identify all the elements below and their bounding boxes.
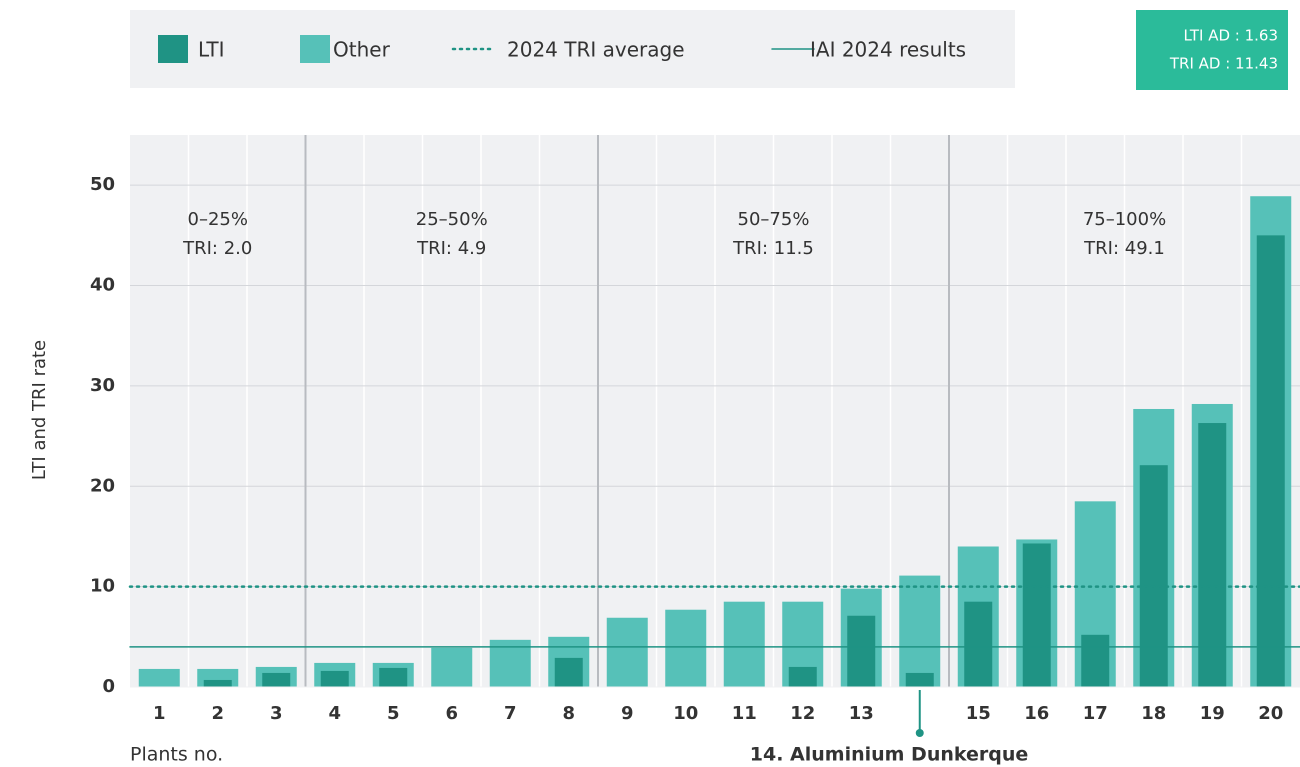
annotation-dot <box>915 729 924 737</box>
x-tick-label: 5 <box>387 703 400 724</box>
legend-swatch <box>158 35 188 63</box>
quartile-tri: TRI: 11.5 <box>732 238 814 259</box>
legend-label: IAI 2024 results <box>810 38 966 62</box>
legend-swatch <box>300 35 330 63</box>
bar-other <box>606 617 648 687</box>
x-tick-label: 4 <box>328 703 341 724</box>
y-axis-label: LTI and TRI rate <box>29 340 50 480</box>
bar-lti <box>320 670 349 687</box>
bar-other <box>723 601 765 687</box>
x-tick-label: 16 <box>1024 703 1049 724</box>
bar-lti <box>379 667 408 687</box>
x-tick-label: 15 <box>966 703 991 724</box>
bar-lti <box>554 657 583 687</box>
x-tick-label: 11 <box>732 703 757 724</box>
bar-other <box>665 609 707 687</box>
y-tick-label: 0 <box>102 676 115 697</box>
y-tick-label: 30 <box>90 375 115 396</box>
bar-other <box>138 668 180 687</box>
x-tick-label: 17 <box>1083 703 1108 724</box>
quartile-tri: TRI: 2.0 <box>182 238 252 259</box>
x-tick-label: 20 <box>1258 703 1283 724</box>
badge-text: TRI AD : 11.43 <box>1169 55 1278 73</box>
x-tick-label: 3 <box>270 703 283 724</box>
x-tick-label: 8 <box>562 703 575 724</box>
quartile-range: 0–25% <box>188 209 248 230</box>
legend-label: Other <box>333 38 391 62</box>
y-tick-label: 40 <box>90 275 115 296</box>
bar-other <box>431 647 473 687</box>
x-tick-label: 6 <box>445 703 458 724</box>
x-tick-label: 9 <box>621 703 634 724</box>
x-tick-label: 10 <box>673 703 698 724</box>
bar-other <box>899 575 941 687</box>
bar-lti <box>964 601 993 687</box>
x-axis-label: Plants no. <box>130 744 223 766</box>
legend-box <box>130 10 1015 88</box>
bar-lti <box>262 672 291 687</box>
quartile-tri: TRI: 4.9 <box>416 238 486 259</box>
y-tick-label: 50 <box>90 174 115 195</box>
bar-lti <box>1139 465 1168 687</box>
legend-label: 2024 TRI average <box>507 38 685 62</box>
x-tick-label: 19 <box>1200 703 1225 724</box>
bar-lti <box>905 672 934 687</box>
quartile-range: 25–50% <box>416 209 488 230</box>
bar-lti <box>788 666 817 687</box>
x-tick-label: 2 <box>211 703 224 724</box>
bar-lti <box>203 679 232 687</box>
badge-text: LTI AD : 1.63 <box>1184 27 1278 45</box>
x-tick-label: 18 <box>1141 703 1166 724</box>
bar-lti <box>1198 423 1227 687</box>
y-tick-label: 20 <box>90 475 115 496</box>
bar-lti <box>1256 235 1285 687</box>
y-tick-label: 10 <box>90 576 115 597</box>
x-tick-label: 12 <box>790 703 815 724</box>
badge <box>1136 10 1288 90</box>
quartile-range: 50–75% <box>738 209 810 230</box>
quartile-range: 75–100% <box>1083 209 1166 230</box>
x-tick-label: 1 <box>153 703 166 724</box>
bar-other <box>489 639 531 687</box>
legend-label: LTI <box>198 38 225 62</box>
x-tick-label: 7 <box>504 703 517 724</box>
x-tick-label: 13 <box>849 703 874 724</box>
bar-lti <box>1081 634 1110 687</box>
bar-lti <box>1022 543 1051 687</box>
annotation: 14. Aluminium Dunkerque <box>750 744 1029 766</box>
quartile-tri: TRI: 49.1 <box>1083 238 1165 259</box>
bar-lti <box>847 615 876 687</box>
